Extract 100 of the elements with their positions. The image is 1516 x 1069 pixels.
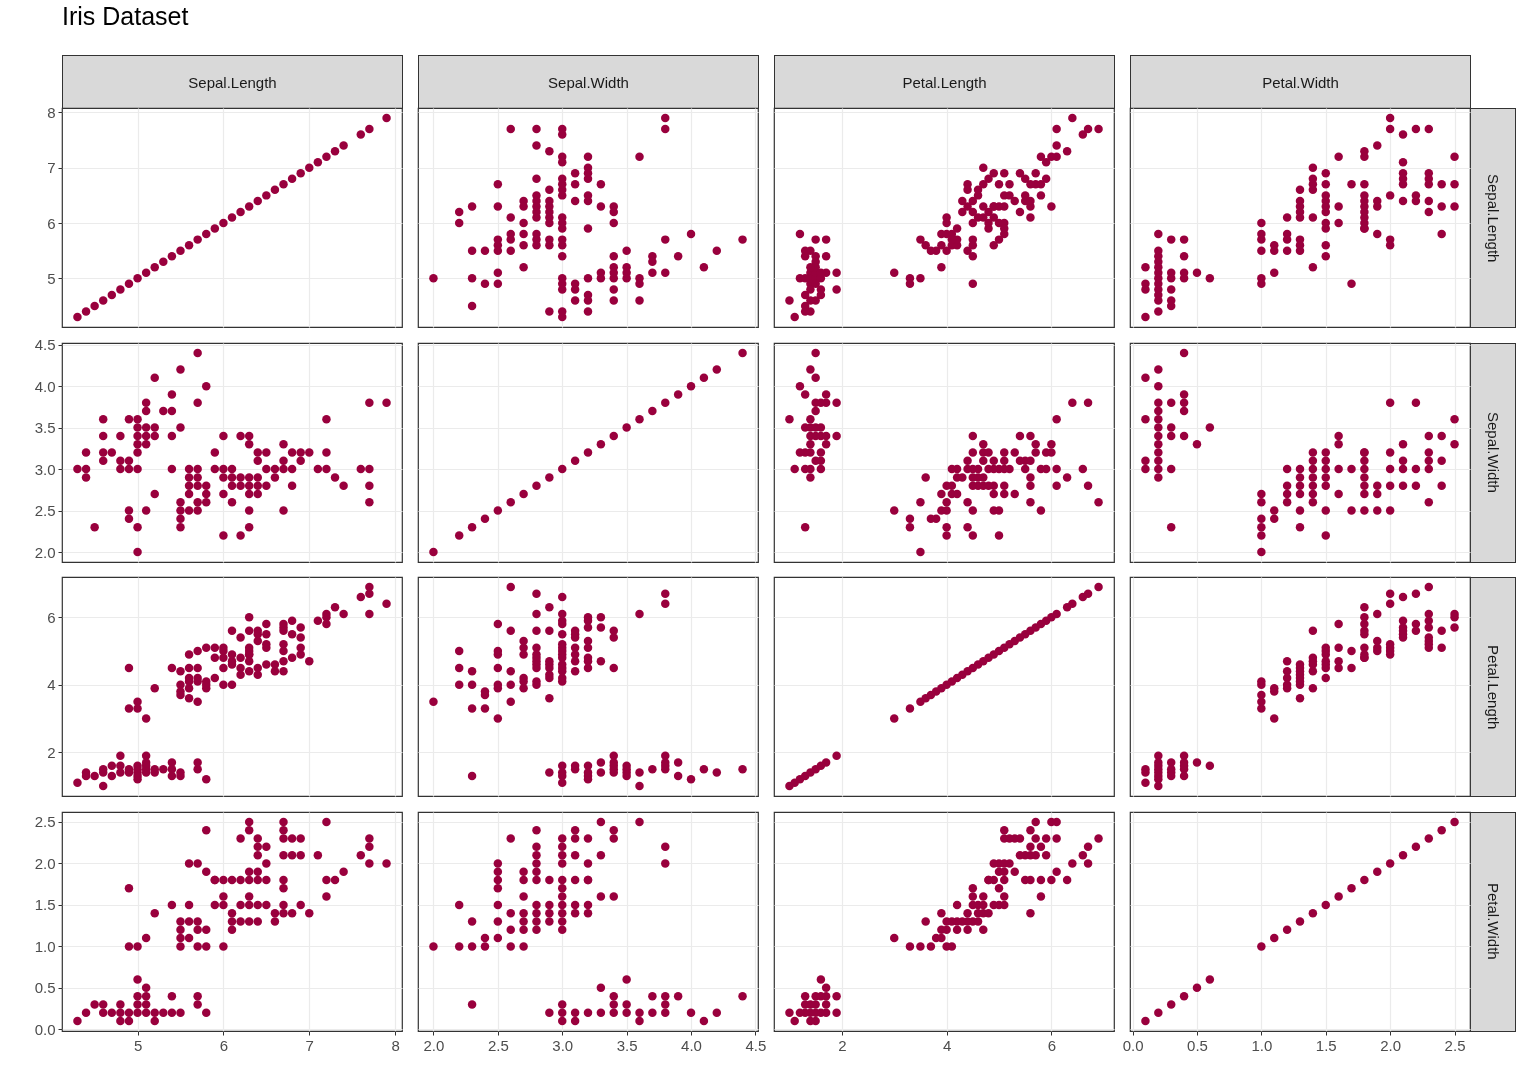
- point: [167, 251, 177, 261]
- y-tick-label: 8: [47, 103, 56, 121]
- point: [176, 246, 185, 255]
- y-tick-label: 6: [47, 608, 56, 626]
- point: [661, 397, 670, 407]
- point: [699, 373, 709, 382]
- point: [454, 530, 464, 540]
- y-tick-label: 2.5: [34, 501, 56, 519]
- x-tick-label: 7: [305, 1036, 314, 1053]
- x-tick-label: 4.0: [681, 1036, 702, 1053]
- point: [1270, 933, 1279, 942]
- point: [279, 180, 288, 189]
- point: [1192, 983, 1202, 992]
- point: [1334, 891, 1343, 901]
- x-tick-label: 2: [838, 1036, 847, 1053]
- y-tick-label: 7: [47, 159, 56, 177]
- point: [313, 157, 323, 167]
- x-axis-title: Petal.Length: [902, 73, 987, 91]
- x-tick-label: 2.0: [1380, 1036, 1402, 1053]
- y-axis-title: Petal.Length: [1484, 644, 1502, 730]
- point: [1373, 866, 1382, 876]
- y-tick-label: 4: [47, 676, 56, 694]
- point: [1141, 1016, 1150, 1025]
- point: [1347, 883, 1356, 893]
- x-tick-label: 8: [391, 1036, 400, 1053]
- point: [124, 279, 134, 289]
- point: [81, 307, 91, 316]
- point: [1308, 908, 1318, 917]
- x-tick-label: 6: [219, 1036, 229, 1053]
- point: [467, 522, 477, 531]
- point: [506, 497, 515, 507]
- point: [1411, 842, 1421, 851]
- point: [1450, 817, 1459, 826]
- point: [1205, 974, 1215, 984]
- y-tick-label: 2.5: [34, 812, 56, 830]
- point: [889, 714, 899, 723]
- x-tick-label: 2.5: [1444, 1036, 1466, 1053]
- point: [382, 113, 391, 123]
- y-tick-label: 2.0: [34, 543, 56, 561]
- x-tick-label: 2.5: [487, 1036, 509, 1053]
- point: [596, 439, 606, 448]
- point: [1094, 582, 1103, 592]
- point: [832, 751, 841, 760]
- point: [821, 758, 831, 767]
- point: [493, 505, 503, 515]
- point: [184, 240, 194, 250]
- point: [133, 274, 142, 283]
- x-tick-label: 5: [133, 1036, 143, 1053]
- y-axis-title: Sepal.Width: [1484, 412, 1502, 493]
- point: [1083, 589, 1093, 598]
- point: [116, 285, 125, 294]
- point: [356, 130, 366, 139]
- x-axis-title: Sepal.Width: [548, 73, 629, 91]
- point: [296, 169, 305, 178]
- point: [532, 480, 541, 490]
- point: [1282, 925, 1292, 934]
- y-axis-title: Petal.Width: [1484, 883, 1502, 960]
- point: [1179, 991, 1189, 1000]
- x-tick-label: 6: [1047, 1036, 1057, 1053]
- x-tick-label: 2.0: [423, 1036, 445, 1053]
- point: [1257, 941, 1266, 951]
- y-tick-label: 3.5: [34, 418, 56, 436]
- point: [570, 456, 580, 465]
- point: [339, 141, 348, 150]
- y-tick-label: 2: [47, 743, 56, 761]
- point: [262, 191, 271, 200]
- point: [1321, 900, 1330, 909]
- y-tick-label: 3.0: [34, 460, 56, 478]
- point: [1052, 609, 1061, 619]
- point: [141, 268, 151, 278]
- point: [270, 185, 280, 195]
- y-tick-label: 6: [47, 214, 56, 232]
- y-tick-label: 1.5: [34, 895, 56, 913]
- y-tick-label: 4.0: [34, 377, 56, 395]
- point: [73, 312, 82, 322]
- point: [322, 152, 331, 161]
- y-tick-label: 4.5: [34, 335, 56, 353]
- point: [519, 489, 528, 498]
- point: [98, 296, 108, 305]
- x-tick-label: 3.5: [616, 1036, 638, 1053]
- point: [648, 406, 657, 415]
- point: [429, 547, 438, 556]
- x-axis-title: Petal.Width: [1262, 73, 1339, 91]
- x-tick-label: 1.0: [1251, 1036, 1273, 1053]
- point: [202, 229, 211, 239]
- x-tick-label: 4: [942, 1036, 952, 1053]
- point: [1398, 850, 1408, 859]
- point: [210, 224, 220, 233]
- point: [1424, 833, 1434, 843]
- point: [738, 348, 747, 357]
- point: [1068, 599, 1077, 609]
- point: [227, 213, 237, 222]
- y-tick-label: 2.0: [34, 854, 56, 872]
- point: [1385, 858, 1395, 868]
- point: [905, 704, 915, 713]
- x-axis-title: Sepal.Length: [188, 73, 277, 91]
- point: [253, 196, 262, 206]
- point: [1437, 825, 1446, 834]
- y-axis-title: Sepal.Length: [1484, 173, 1502, 263]
- chart-title: Iris Dataset: [62, 2, 189, 31]
